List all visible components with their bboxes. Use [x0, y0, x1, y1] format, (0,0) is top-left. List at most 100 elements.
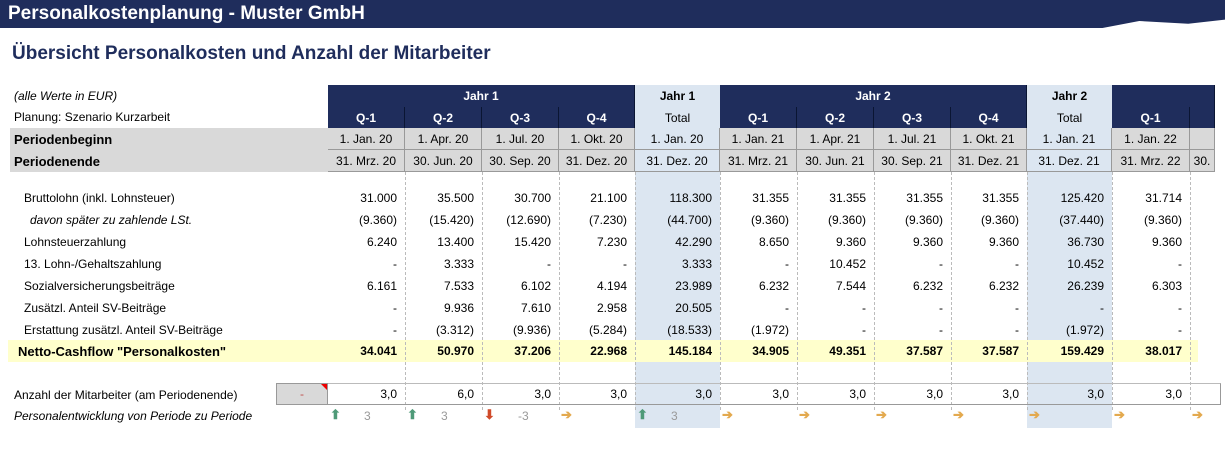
arrow-right-icon: ➔: [876, 407, 887, 422]
employees-cell[interactable]: 3,0: [849, 387, 866, 401]
period-end: 31. Dez. 20: [559, 150, 635, 172]
period-begin: 1. Jan. 21: [720, 128, 797, 150]
netto-label: Netto-Cashflow "Personalkosten": [18, 344, 227, 359]
table-cell: (3.312): [435, 323, 474, 337]
employees-cell[interactable]: 3,0: [534, 387, 551, 401]
unit-note: (alle Werte in EUR): [14, 89, 118, 103]
table-cell: -: [1178, 301, 1182, 315]
table-cell: -: [785, 257, 789, 271]
year-header: Jahr 1: [328, 85, 635, 107]
period-end: 30. Sep. 20: [482, 150, 559, 172]
period-end: 31. Mrz. 21: [720, 150, 797, 172]
table-cell: 10.452: [829, 257, 866, 271]
arrow-right-icon: ➔: [799, 407, 810, 422]
year-header: [1112, 85, 1215, 107]
development-delta: -3: [518, 409, 529, 423]
table-cell: 7.230: [596, 235, 627, 249]
netto-cell: 50.970: [437, 344, 474, 358]
table-cell: (9.936): [512, 323, 551, 337]
table-cell: -: [547, 257, 551, 271]
year-header: Jahr 2: [1027, 85, 1112, 107]
table-cell: -: [393, 323, 397, 337]
table-cell: 26.239: [1067, 279, 1104, 293]
table-cell: 6.232: [988, 279, 1019, 293]
table-cell: -: [623, 257, 627, 271]
table-cell: (18.533): [667, 323, 712, 337]
app-title: Personalkostenplanung - Muster GmbH: [8, 3, 365, 24]
table-cell: 9.360: [1151, 235, 1182, 249]
employees-cell[interactable]: 6,0: [457, 387, 474, 401]
period-end: 31. Mrz. 22: [1112, 150, 1190, 172]
table-cell: (1.972): [1065, 323, 1104, 337]
period-begin: 1. Jan. 21: [1027, 128, 1112, 150]
table-cell: (9.360): [1143, 213, 1182, 227]
netto-cell: 38.017: [1145, 344, 1182, 358]
development-delta: 3: [441, 409, 448, 423]
column-divider: [405, 172, 406, 410]
header-banner: Personalkostenplanung - Muster GmbH: [0, 0, 1225, 28]
employees-cell[interactable]: 3,0: [1087, 387, 1104, 401]
table-cell: -: [1015, 323, 1019, 337]
table-cell: 3.333: [443, 257, 474, 271]
netto-cell: 22.968: [590, 344, 627, 358]
scenario-label: Planung: Szenario Kurzarbeit: [14, 110, 171, 124]
page-title: Übersicht Personalkosten und Anzahl der …: [12, 43, 491, 64]
employees-cell[interactable]: 3,0: [772, 387, 789, 401]
table-cell: 42.290: [675, 235, 712, 249]
table-cell: 8.650: [758, 235, 789, 249]
employees-cell[interactable]: 3,0: [1002, 387, 1019, 401]
table-cell: 23.989: [675, 279, 712, 293]
table-cell: 31.355: [982, 191, 1019, 205]
table-cell: 20.505: [675, 301, 712, 315]
column-divider: [1027, 172, 1028, 410]
quarter-header: Q-2: [797, 107, 874, 128]
row-label: Bruttolohn (inkl. Lohnsteuer): [24, 191, 175, 205]
employees-cell[interactable]: 3,0: [380, 387, 397, 401]
table-cell: 3.333: [681, 257, 712, 271]
column-divider: [482, 172, 483, 410]
arrow-up-icon: ⬆: [637, 407, 648, 422]
period-end: 30. Jun. 20: [405, 150, 482, 172]
table-cell: -: [1015, 301, 1019, 315]
employees-cell[interactable]: 3,0: [926, 387, 943, 401]
development-delta: 3: [364, 409, 371, 423]
employees-cell[interactable]: 3,0: [610, 387, 627, 401]
table-cell: 9.360: [988, 235, 1019, 249]
table-cell: (9.360): [750, 213, 789, 227]
period-end: 31. Mrz. 20: [328, 150, 405, 172]
netto-cell: 34.041: [360, 344, 397, 358]
period-begin-label: Periodenbeginn: [14, 132, 113, 147]
employees-cell[interactable]: 3,0: [695, 387, 712, 401]
table-cell: 36.730: [1067, 235, 1104, 249]
column-divider: [874, 172, 875, 410]
table-cell: -: [1100, 301, 1104, 315]
period-begin: 1. Jul. 21: [874, 128, 951, 150]
table-cell: 21.100: [590, 191, 627, 205]
table-cell: (9.360): [904, 213, 943, 227]
quarter-header: Q-1: [720, 107, 797, 128]
table-cell: 7.544: [835, 279, 866, 293]
table-cell: -: [939, 257, 943, 271]
netto-band: [8, 340, 1198, 362]
row-label: Lohnsteuerzahlung: [24, 235, 127, 249]
arrow-right-icon: ➔: [953, 407, 964, 422]
period-end: 30.: [1190, 150, 1215, 172]
table-cell: (9.360): [980, 213, 1019, 227]
period-begin: 1. Apr. 21: [797, 128, 874, 150]
netto-cell: 37.587: [906, 344, 943, 358]
arrow-right-icon: ➔: [1192, 407, 1203, 422]
period-end: 30. Jun. 21: [797, 150, 874, 172]
table-cell: 6.102: [520, 279, 551, 293]
table-cell: 30.700: [514, 191, 551, 205]
employees-cell[interactable]: 3,0: [1165, 387, 1182, 401]
quarter-header: Q-3: [874, 107, 951, 128]
table-cell: 15.420: [514, 235, 551, 249]
period-begin: 1. Okt. 20: [559, 128, 635, 150]
column-divider: [951, 172, 952, 410]
period-begin: 1. Jan. 22: [1112, 128, 1190, 150]
employees-start-input[interactable]: -: [276, 383, 328, 405]
quarter-header: Q-1: [1112, 107, 1190, 128]
column-divider: [559, 172, 560, 410]
period-end: 31. Dez. 21: [951, 150, 1027, 172]
table-cell: 7.610: [520, 301, 551, 315]
